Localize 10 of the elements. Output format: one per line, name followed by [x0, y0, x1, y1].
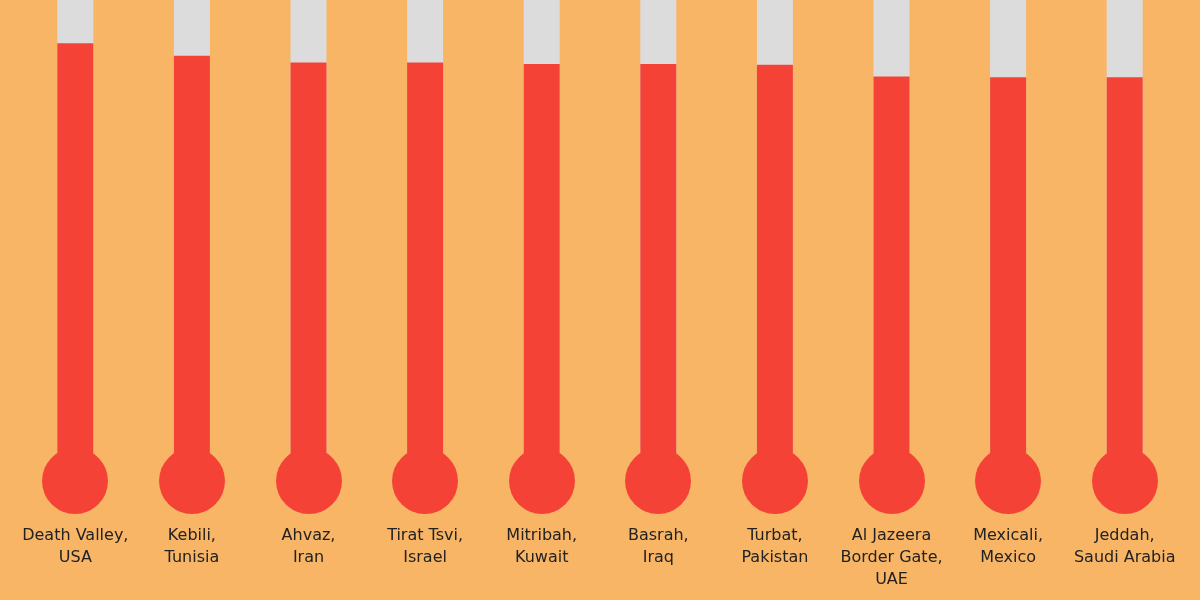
x-tick-label: Mitribah, Kuwait [506, 524, 578, 566]
x-tick-label: Jeddah, Saudi Arabia [1073, 524, 1176, 566]
x-tick-label: Al Jazeera Border Gate, UAE [840, 524, 943, 588]
x-tick-label: Turbat, Pakistan [741, 524, 809, 566]
x-tick-label: Kebili, Tunisia [163, 524, 220, 566]
x-tick-label: Basrah, Iraq [627, 524, 689, 566]
x-tick-label: Mexicali, Mexico [973, 524, 1044, 566]
x-tick-label: Death Valley, USA [22, 524, 129, 566]
x-tick-label: Ahvaz, Iran [281, 524, 336, 566]
x-tick-label: Tirat Tsvi, Israel [386, 524, 464, 566]
